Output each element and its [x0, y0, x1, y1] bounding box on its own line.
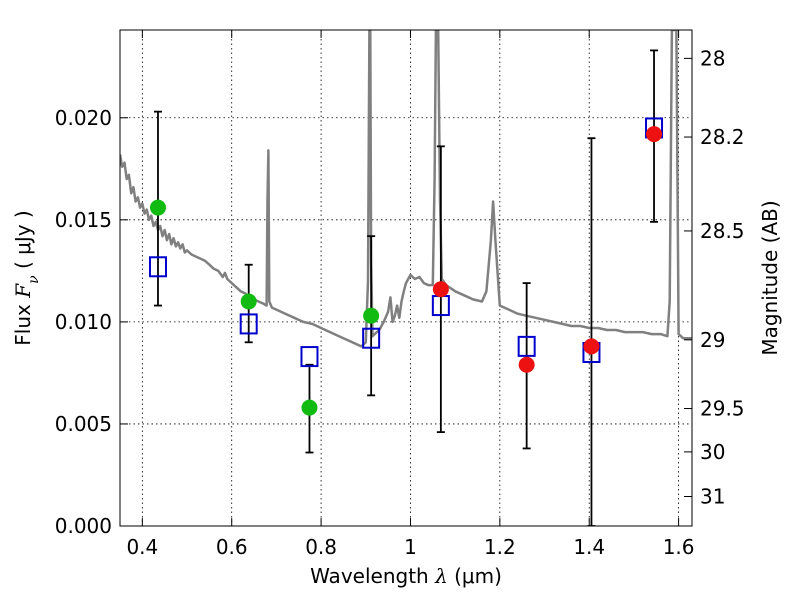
model-square-marker — [239, 313, 258, 335]
model-square-marker — [148, 256, 167, 278]
model-square-marker — [362, 327, 381, 349]
y-tick-label: 0.020 — [55, 106, 112, 130]
plot-frame — [119, 29, 693, 527]
y-axis-label: Flux Fν ( μJy ) — [11, 210, 42, 345]
x-tick-label: 1.6 — [663, 535, 695, 559]
y2-tick-label: 29 — [700, 328, 725, 352]
axes: 0.4 0.6 0.8 1 1.2 1.4 1.6 0.000 0.005 0.010 0.015 0… — [55, 30, 745, 559]
x-tick-label: 1 — [404, 535, 417, 559]
x-tick-label: 1.2 — [484, 535, 516, 559]
y-tick-label: 0.010 — [55, 310, 112, 334]
y2-tick-label: 31 — [700, 484, 725, 508]
y-tick-label: 0.005 — [55, 412, 112, 436]
y2-tick-label: 29.5 — [700, 397, 745, 421]
x-tick-label: 1.4 — [573, 535, 605, 559]
y2-tick-label: 28 — [700, 46, 725, 70]
plot-content — [120, 30, 692, 526]
red-data-point — [583, 338, 600, 355]
green-data-point — [301, 399, 318, 416]
x-axis-label: Wavelength λ (μm) — [310, 564, 502, 588]
y2-tick-label: 28.5 — [700, 219, 745, 243]
model-square-marker — [517, 335, 536, 357]
green-data-point — [149, 199, 166, 216]
y2-tick-label: 28.2 — [700, 125, 745, 149]
y2-tick-label: 30 — [700, 440, 725, 464]
x-tick-label: 0.6 — [216, 535, 248, 559]
x-tick-label: 0.8 — [305, 535, 337, 559]
red-data-point — [518, 356, 535, 373]
x-tick-label: 0.4 — [126, 535, 158, 559]
model-square-marker — [300, 346, 319, 368]
y2-axis-label: Magnitude (AB) — [758, 200, 782, 355]
y-tick-label: 0.000 — [55, 514, 112, 538]
y-tick-label: 0.015 — [55, 208, 112, 232]
green-data-point — [363, 307, 380, 324]
green-data-point — [240, 293, 257, 310]
red-data-point — [646, 126, 663, 143]
red-data-point — [432, 281, 449, 298]
